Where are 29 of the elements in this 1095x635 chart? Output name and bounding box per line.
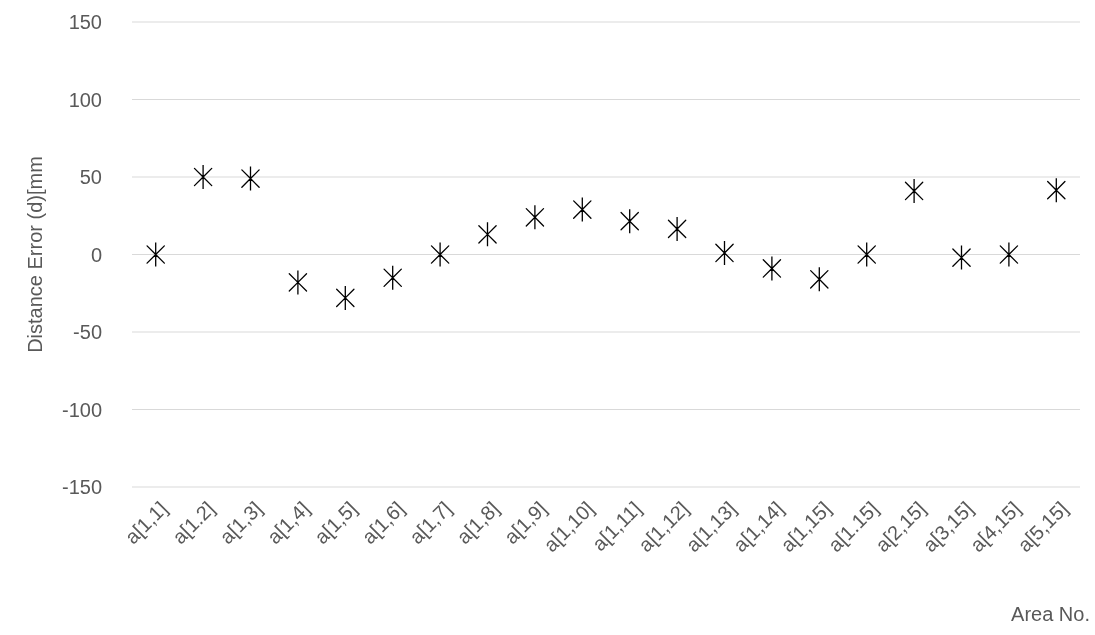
- y-tick-label: 50: [79, 166, 102, 188]
- point: [762, 255, 782, 282]
- point: [857, 241, 876, 268]
- point: [715, 240, 734, 266]
- y-axis-title: Distance Error (d)[mm: [24, 156, 46, 353]
- point: [146, 241, 165, 268]
- point: [288, 269, 308, 296]
- point: [810, 266, 829, 292]
- point: [383, 265, 402, 291]
- point: [241, 165, 260, 192]
- point: [999, 241, 1019, 268]
- x-axis-title: Area No.: [1011, 603, 1090, 625]
- point: [1047, 177, 1066, 203]
- point: [904, 178, 924, 204]
- y-tick-label: -100: [61, 398, 102, 421]
- y-tick-label: 0: [90, 243, 102, 266]
- y-tick-label: 150: [68, 11, 102, 33]
- point: [620, 208, 639, 234]
- point: [573, 196, 592, 223]
- point: [952, 244, 971, 271]
- point: [525, 204, 545, 230]
- y-tick-label: 100: [68, 88, 102, 111]
- point: [478, 221, 497, 247]
- point: [336, 285, 355, 311]
- y-tick-label: -50: [73, 321, 102, 343]
- y-tick-label: -150: [61, 476, 102, 498]
- point: [193, 164, 213, 190]
- point: [430, 241, 450, 268]
- point: [667, 216, 687, 242]
